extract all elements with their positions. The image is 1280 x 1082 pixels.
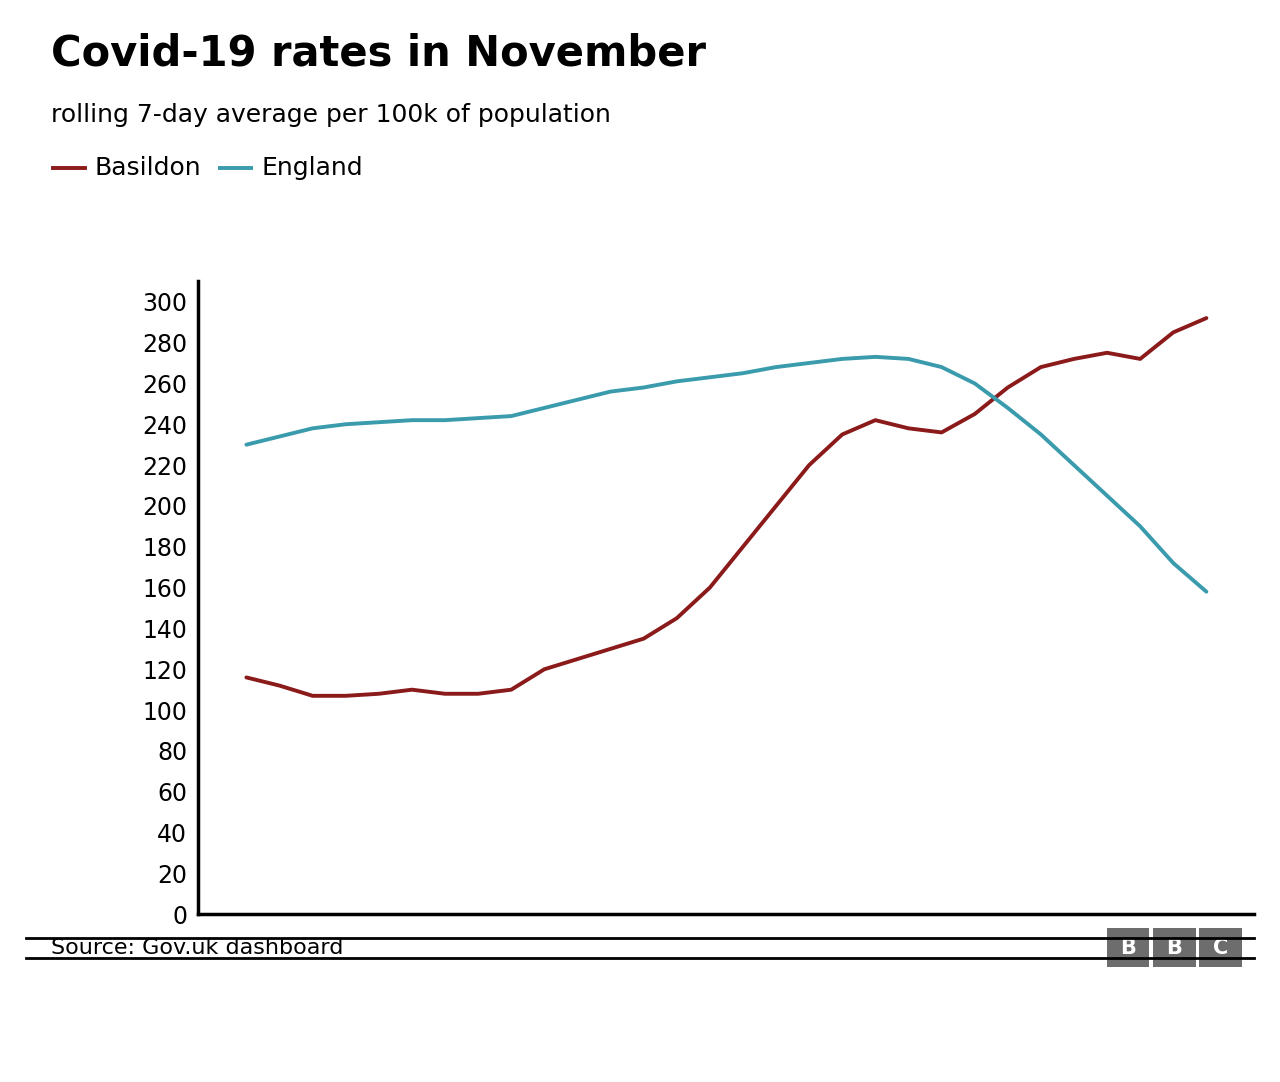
Text: B: B: [1120, 938, 1137, 958]
Text: Basildon: Basildon: [95, 156, 201, 180]
Text: C: C: [1213, 938, 1228, 958]
Text: Source: Gov.uk dashboard: Source: Gov.uk dashboard: [51, 938, 343, 958]
Text: Covid-19 rates in November: Covid-19 rates in November: [51, 32, 707, 75]
Text: B: B: [1166, 938, 1183, 958]
Text: England: England: [261, 156, 362, 180]
Text: rolling 7-day average per 100k of population: rolling 7-day average per 100k of popula…: [51, 103, 611, 127]
